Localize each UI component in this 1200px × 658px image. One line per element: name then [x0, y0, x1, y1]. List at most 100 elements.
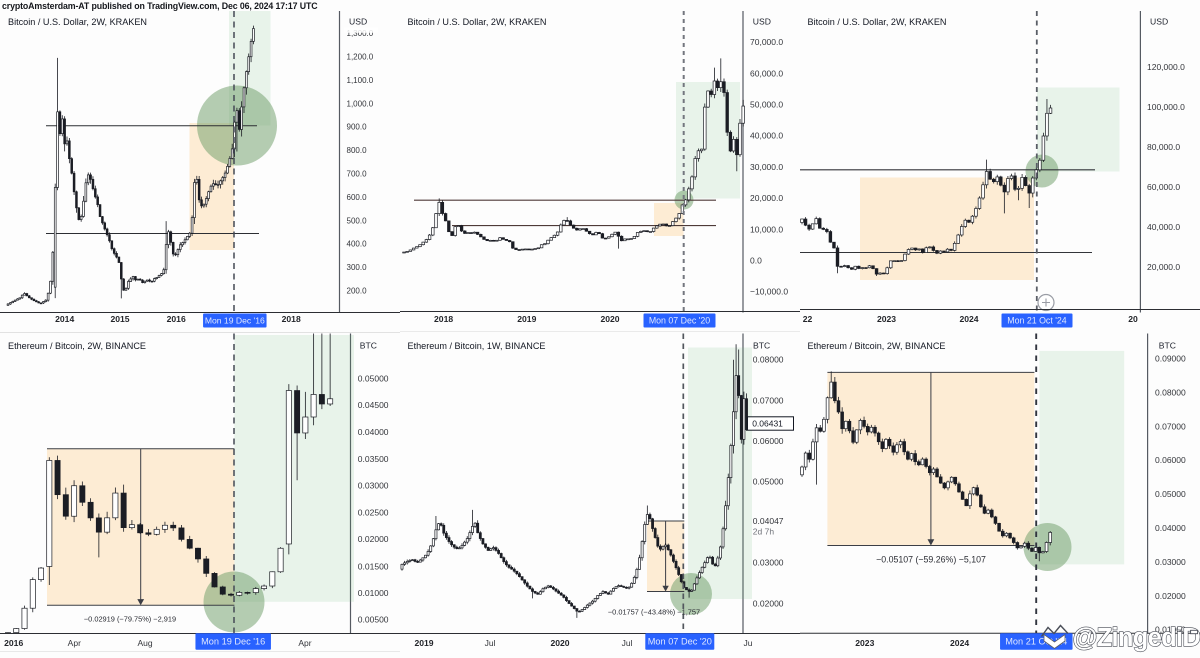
svg-text:Ethereum / Bitcoin, 2W, BINANC: Ethereum / Bitcoin, 2W, BINANCE: [808, 341, 946, 351]
svg-text:0.02000: 0.02000: [1155, 591, 1186, 601]
svg-text:2015: 2015: [110, 314, 129, 324]
svg-text:Bitcoin / U.S. Dollar, 2W, KRA: Bitcoin / U.S. Dollar, 2W, KRAKEN: [408, 17, 547, 27]
svg-text:−0.01757 (−43.48%) −1,757: −0.01757 (−43.48%) −1,757: [608, 608, 700, 617]
svg-text:0.02000: 0.02000: [753, 598, 784, 608]
svg-text:2018: 2018: [282, 314, 301, 324]
svg-text:0.05000: 0.05000: [1155, 489, 1186, 499]
svg-text:0.0: 0.0: [750, 256, 762, 266]
svg-text:60,000.0: 60,000.0: [1147, 182, 1180, 192]
svg-text:BTC: BTC: [1159, 341, 1176, 351]
svg-text:Mon 19 Dec '16: Mon 19 Dec '16: [201, 637, 265, 647]
svg-text:0.01000: 0.01000: [1155, 625, 1186, 635]
svg-text:0.04047: 0.04047: [753, 516, 784, 526]
svg-text:@ZingediD: @ZingediD: [1073, 624, 1200, 652]
svg-text:0.07000: 0.07000: [1155, 421, 1186, 431]
svg-text:2019: 2019: [517, 314, 536, 324]
svg-text:700.0: 700.0: [347, 170, 368, 179]
svg-text:0.03000: 0.03000: [753, 558, 784, 568]
svg-text:2018: 2018: [434, 314, 453, 324]
svg-text:Mon 19 Dec '16: Mon 19 Dec '16: [205, 315, 265, 325]
svg-text:2019: 2019: [414, 638, 433, 648]
svg-text:Ju: Ju: [744, 638, 753, 648]
svg-text:80,000.0: 80,000.0: [1147, 142, 1180, 152]
svg-text:2d 7h: 2d 7h: [753, 527, 775, 537]
svg-text:2016: 2016: [167, 314, 186, 324]
svg-text:Ethereum / Bitcoin, 2W, BINANC: Ethereum / Bitcoin, 2W, BINANCE: [8, 341, 146, 351]
svg-text:2020: 2020: [550, 638, 569, 648]
svg-text:USD: USD: [1150, 17, 1168, 27]
svg-text:40,000.0: 40,000.0: [1147, 222, 1180, 232]
svg-text:Mon 07 Dec '20: Mon 07 Dec '20: [648, 637, 712, 647]
svg-text:200.0: 200.0: [347, 287, 368, 296]
svg-text:Jul: Jul: [622, 638, 633, 648]
svg-text:0.06000: 0.06000: [1155, 455, 1186, 465]
svg-text:Mon 21 Oct '24: Mon 21 Oct '24: [1007, 315, 1066, 325]
svg-text:Mon 21 Oct '24: Mon 21 Oct '24: [1005, 637, 1067, 647]
svg-text:600.0: 600.0: [347, 193, 368, 202]
svg-text:0.03500: 0.03500: [358, 454, 389, 464]
svg-text:2020: 2020: [600, 314, 619, 324]
svg-text:Apr: Apr: [68, 638, 81, 648]
svg-text:−0.05107 (−59.26%) −5,107: −0.05107 (−59.26%) −5,107: [876, 555, 986, 565]
svg-text:1,100.0: 1,100.0: [347, 76, 374, 85]
svg-text:1,300.0: 1,300.0: [347, 29, 374, 38]
svg-text:0.02500: 0.02500: [358, 507, 389, 517]
svg-text:0.01500: 0.01500: [358, 562, 389, 572]
svg-text:30,000.0: 30,000.0: [750, 162, 783, 172]
svg-text:10,000.0: 10,000.0: [750, 224, 783, 234]
svg-text:0.03000: 0.03000: [358, 481, 389, 491]
svg-text:0.04000: 0.04000: [358, 427, 389, 437]
svg-text:−0.02919 (−79.75%) −2,919: −0.02919 (−79.75%) −2,919: [84, 615, 176, 624]
svg-text:Mon 07 Dec '20: Mon 07 Dec '20: [649, 315, 710, 325]
svg-text:0.00500: 0.00500: [358, 615, 389, 625]
svg-text:500.0: 500.0: [347, 216, 368, 225]
svg-text:0.05000: 0.05000: [753, 477, 784, 487]
svg-text:0.08000: 0.08000: [753, 355, 784, 365]
svg-text:−10,000.0: −10,000.0: [750, 287, 788, 297]
svg-text:0.05000: 0.05000: [358, 373, 389, 383]
svg-text:40,000.0: 40,000.0: [750, 131, 783, 141]
svg-text:900.0: 900.0: [347, 123, 368, 132]
svg-text:Apr: Apr: [298, 638, 311, 648]
svg-text:0.04000: 0.04000: [1155, 523, 1186, 533]
svg-text:Bitcoin / U.S. Dollar, 2W, KRA: Bitcoin / U.S. Dollar, 2W, KRAKEN: [8, 17, 147, 27]
svg-text:120,000.0: 120,000.0: [1147, 62, 1185, 72]
svg-text:0.04500: 0.04500: [358, 400, 389, 410]
svg-text:0.07000: 0.07000: [753, 395, 784, 405]
svg-text:BTC: BTC: [360, 341, 377, 351]
svg-text:300.0: 300.0: [347, 263, 368, 272]
svg-text:0.01000: 0.01000: [358, 588, 389, 598]
svg-text:400.0: 400.0: [347, 240, 368, 249]
svg-text:20,000.0: 20,000.0: [1147, 262, 1180, 272]
svg-text:2023: 2023: [877, 314, 896, 324]
svg-text:2024: 2024: [950, 638, 969, 648]
svg-text:2016: 2016: [4, 638, 23, 648]
svg-text:70,000.0: 70,000.0: [750, 37, 783, 47]
svg-text:2023: 2023: [855, 638, 874, 648]
svg-text:20: 20: [1128, 314, 1138, 324]
svg-text:2014: 2014: [55, 314, 74, 324]
svg-text:Ethereum / Bitcoin, 1W, BINANC: Ethereum / Bitcoin, 1W, BINANCE: [408, 341, 546, 351]
svg-text:BTC: BTC: [753, 341, 770, 351]
svg-text:0.06431: 0.06431: [752, 419, 783, 429]
svg-text:Bitcoin / U.S. Dollar, 2W, KRA: Bitcoin / U.S. Dollar, 2W, KRAKEN: [808, 17, 947, 27]
svg-text:Jul: Jul: [485, 638, 496, 648]
svg-text:800.0: 800.0: [347, 146, 368, 155]
svg-text:0.09000: 0.09000: [1155, 354, 1186, 364]
svg-text:0.08000: 0.08000: [1155, 387, 1186, 397]
svg-text:2024: 2024: [959, 314, 978, 324]
svg-text:0.03000: 0.03000: [1155, 557, 1186, 567]
svg-text:22: 22: [803, 314, 813, 324]
svg-text:1,000.0: 1,000.0: [347, 99, 374, 108]
svg-text:Aug: Aug: [137, 638, 152, 648]
svg-text:20,000.0: 20,000.0: [750, 193, 783, 203]
svg-text:1,200.0: 1,200.0: [347, 53, 374, 62]
svg-text:50,000.0: 50,000.0: [750, 100, 783, 110]
svg-text:USD: USD: [349, 17, 367, 27]
svg-text:60,000.0: 60,000.0: [750, 68, 783, 78]
svg-text:0.02000: 0.02000: [358, 534, 389, 544]
svg-text:cryptoAmsterdam-AT published o: cryptoAmsterdam-AT published on TradingV…: [2, 1, 318, 11]
svg-text:USD: USD: [753, 17, 771, 27]
svg-text:0.06000: 0.06000: [753, 436, 784, 446]
svg-text:100,000.0: 100,000.0: [1147, 102, 1185, 112]
